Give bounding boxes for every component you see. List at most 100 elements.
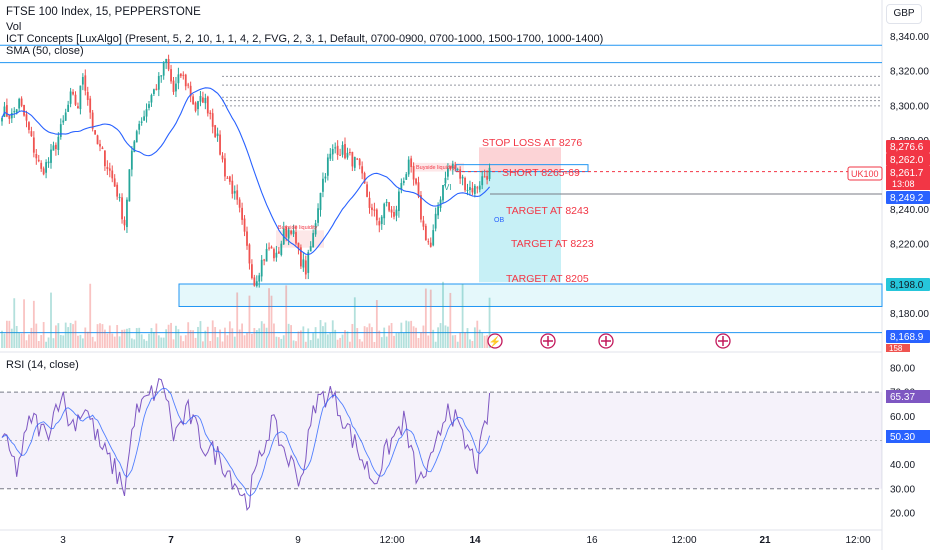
volume-bar: [211, 320, 214, 348]
volume-bar: [368, 323, 371, 348]
volume-bar: [405, 320, 408, 348]
volume-bar: [432, 329, 435, 348]
volume-bar: [233, 336, 236, 348]
candle-body: [349, 152, 351, 154]
candle-body: [116, 184, 119, 197]
candle-body: [42, 168, 45, 175]
price-tick-label: 8,180.00: [890, 309, 929, 320]
ict-indicator-label[interactable]: ICT Concepts [LuxAlgo] (Present, 5, 2, 1…: [6, 33, 604, 45]
candle-body: [111, 170, 114, 179]
candle-body: [424, 225, 427, 241]
candle-body: [486, 176, 488, 180]
candle-body: [336, 145, 339, 155]
candle-body: [287, 229, 290, 239]
volume-bar: [47, 337, 50, 348]
volume-bar: [243, 335, 246, 348]
candle-body: [290, 230, 292, 234]
volume-bar: [167, 324, 170, 348]
volume-bar: [13, 298, 16, 348]
candle-body: [464, 177, 466, 191]
candle-body: [221, 155, 224, 160]
volume-bar: [371, 327, 373, 348]
stop-loss-label: STOP LOSS AT 8276: [482, 137, 582, 149]
volume-bar: [314, 327, 317, 348]
candle-body: [10, 113, 13, 119]
rsi-indicator-label[interactable]: RSI (14, close): [6, 359, 79, 371]
volume-bar: [456, 341, 459, 348]
candle-body: [238, 199, 241, 208]
candle-body: [344, 144, 346, 159]
candle-body: [366, 184, 368, 197]
volume-bar: [89, 283, 92, 348]
volume-bar: [84, 327, 87, 348]
volume-bar: [3, 333, 6, 348]
rsi-ma-badge: [886, 430, 930, 443]
candle-body: [15, 109, 18, 113]
level-8276-label-badge: [886, 140, 930, 153]
candle-body: [45, 162, 47, 173]
volume-bar: [427, 335, 430, 348]
candle-body: [150, 95, 153, 103]
sma-indicator-label[interactable]: SMA (50, close): [6, 45, 84, 57]
volume-bar: [297, 331, 300, 348]
volume-bar: [130, 338, 133, 348]
volume-bar: [216, 337, 219, 348]
liquidity-zone-2: [414, 162, 464, 172]
volume-bar: [197, 326, 199, 348]
volume-bar: [393, 335, 395, 348]
candle-body: [380, 216, 383, 224]
volume-bar: [157, 335, 160, 348]
volume-bar: [10, 328, 13, 348]
volume-bar: [30, 327, 33, 348]
symbol-title[interactable]: FTSE 100 Index, 15, PEPPERSTONE: [6, 6, 201, 18]
volume-bar: [94, 341, 96, 348]
volume-bar: [469, 339, 471, 348]
candle-body: [236, 190, 239, 200]
candle-body: [153, 89, 155, 94]
volume-bar: [258, 328, 261, 348]
candle-body: [263, 259, 266, 261]
volume-bar: [466, 328, 469, 348]
volume-bar: [336, 339, 339, 348]
volume-bar: [434, 341, 437, 348]
candle-body: [189, 85, 192, 97]
volume-bar: [471, 341, 474, 348]
candle-body: [260, 259, 263, 277]
candle-body: [187, 84, 190, 86]
currency-button[interactable]: GBP: [886, 4, 922, 24]
candle-body: [182, 74, 185, 76]
volume-bar: [155, 323, 158, 348]
candle-body: [99, 143, 101, 147]
volume-bar: [8, 320, 11, 348]
volume-bar: [32, 300, 35, 348]
candle-body: [398, 191, 400, 211]
volume-bar: [349, 341, 351, 348]
candle-body: [268, 247, 270, 249]
symbol-tag: UK100: [851, 169, 879, 179]
volume-bar: [214, 327, 217, 348]
volume-bar: [202, 341, 204, 348]
candle-body: [96, 135, 99, 145]
volume-bar: [42, 322, 45, 348]
short-label: SHORT 8265-69: [502, 167, 580, 179]
target-label-1: TARGET AT 8243: [506, 205, 589, 217]
candle-body: [405, 174, 408, 180]
volume-bar: [99, 323, 101, 348]
volume-bar: [153, 331, 155, 348]
level-8198-label: 8,198.0: [890, 280, 924, 291]
candle-body: [385, 201, 388, 204]
liquidity-label-1: Buyside liquidity: [278, 225, 318, 231]
level-8168-label-badge: [886, 330, 930, 343]
last-price-label: 8,261.7: [890, 168, 924, 179]
candle-body: [226, 177, 229, 179]
volume-bar: [282, 335, 285, 348]
candle-body: [170, 69, 172, 82]
candle-body: [393, 212, 395, 217]
level-8262-label-badge: [886, 153, 930, 166]
volume-bar: [358, 339, 361, 348]
countdown-label: 13:08: [892, 179, 915, 189]
price-tick-label: 8,240.00: [890, 205, 929, 216]
volume-bar: [182, 341, 185, 348]
vol-indicator-label[interactable]: Vol: [6, 21, 22, 33]
